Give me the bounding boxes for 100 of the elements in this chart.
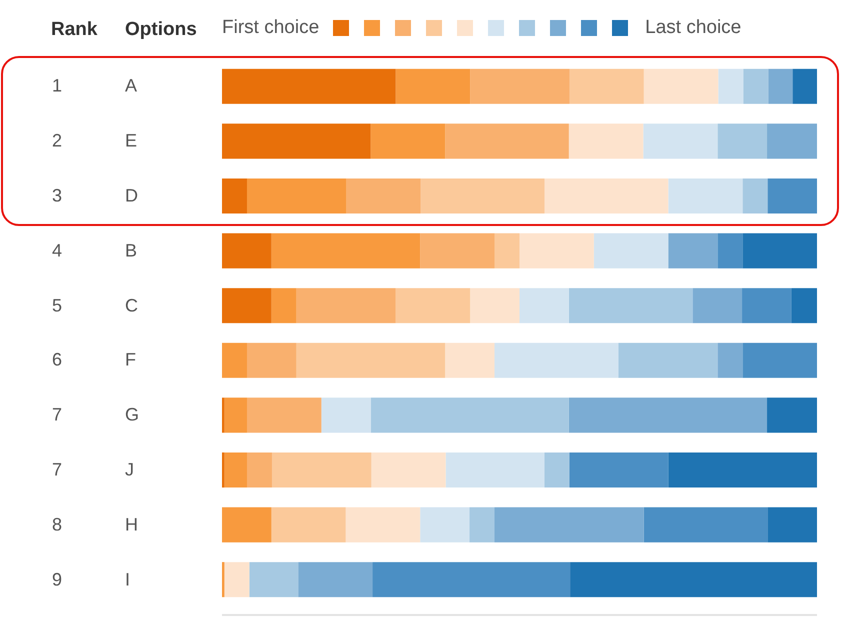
- text: 9: [52, 569, 62, 590]
- bar: [742, 342, 817, 378]
- bar: [544, 178, 668, 214]
- text: 7: [52, 404, 62, 426]
- y-tick-label: G: [125, 404, 140, 426]
- bar: [742, 178, 768, 214]
- bar: [246, 342, 296, 378]
- y-tick-label: A: [125, 76, 138, 97]
- bar: [767, 398, 817, 433]
- bar: [420, 507, 470, 542]
- bar: [298, 562, 373, 598]
- bar: [470, 507, 495, 542]
- text: First choice: [222, 17, 320, 39]
- bar: [222, 68, 396, 104]
- bar: [224, 398, 247, 433]
- bar: [718, 124, 768, 159]
- bar: [792, 68, 817, 104]
- bar: [446, 452, 544, 488]
- bar: [494, 507, 644, 542]
- bar: [568, 124, 644, 159]
- bar: [445, 342, 495, 378]
- bar: [224, 452, 247, 488]
- bar: [296, 288, 396, 324]
- bar: [420, 178, 544, 214]
- bar: [494, 233, 520, 268]
- y-tick-label: J: [125, 460, 134, 480]
- bar: [370, 124, 446, 159]
- bar: [396, 68, 470, 104]
- bar: [470, 68, 570, 104]
- bar: [767, 124, 817, 159]
- text: 7: [52, 460, 62, 480]
- bar: [272, 452, 372, 488]
- bar: [520, 233, 594, 268]
- bar: [396, 288, 470, 324]
- bar: [743, 68, 768, 104]
- bar: [668, 452, 817, 488]
- bar: [222, 233, 272, 268]
- bar: [643, 124, 718, 159]
- bar: [224, 562, 250, 598]
- text: 3: [52, 186, 62, 206]
- text: Last choice: [645, 17, 742, 39]
- bar: [271, 233, 420, 268]
- bar: [420, 233, 495, 268]
- y-tick-label: H: [125, 514, 138, 536]
- bar: [718, 233, 743, 268]
- bar: [768, 178, 817, 214]
- text: 8: [52, 514, 62, 536]
- bar: [768, 507, 817, 542]
- bar: [718, 68, 744, 104]
- bar: [569, 452, 668, 488]
- y-tick-label: D: [125, 186, 138, 206]
- bar: [372, 562, 570, 598]
- bar: [346, 178, 421, 214]
- y-tick-label: F: [125, 350, 136, 371]
- bar: [742, 288, 792, 324]
- bar: [222, 342, 247, 378]
- bar: [249, 562, 298, 598]
- bar: [370, 398, 569, 433]
- bar: [644, 507, 768, 542]
- bar: [644, 68, 718, 104]
- bar: [222, 124, 371, 159]
- bar: [570, 562, 817, 598]
- bar: [791, 288, 817, 324]
- text: 4: [52, 240, 62, 262]
- y-tick-label: I: [125, 569, 130, 590]
- y-tick-label: E: [125, 130, 138, 152]
- bar: [222, 288, 272, 324]
- bar: [246, 178, 346, 214]
- bar: [568, 288, 693, 324]
- bar: [692, 288, 742, 324]
- text: 5: [52, 295, 62, 316]
- bar: [618, 342, 718, 378]
- text: 6: [52, 350, 62, 371]
- bar: [346, 507, 420, 542]
- bar: [569, 68, 644, 104]
- bar: [321, 398, 371, 433]
- bar: [470, 288, 520, 324]
- bar: [371, 452, 446, 488]
- bar: [445, 124, 569, 159]
- bar: [668, 233, 718, 268]
- bar: [246, 452, 272, 488]
- bar: [246, 398, 322, 433]
- text: 1: [52, 76, 62, 97]
- bar: [520, 288, 569, 324]
- text: Rank: [51, 19, 98, 41]
- bar: [718, 342, 743, 378]
- bar: [296, 342, 446, 378]
- text: Options: [125, 19, 197, 41]
- bar: [544, 452, 570, 488]
- bar: [768, 68, 793, 104]
- bar: [742, 233, 817, 268]
- text: 2: [52, 130, 62, 152]
- bar: [568, 398, 768, 433]
- y-tick-label: C: [125, 295, 138, 316]
- bar: [494, 342, 618, 378]
- y-tick-label: B: [125, 240, 138, 262]
- bar: [222, 507, 272, 542]
- bar: [271, 507, 346, 542]
- bar: [271, 288, 296, 324]
- bar: [668, 178, 743, 214]
